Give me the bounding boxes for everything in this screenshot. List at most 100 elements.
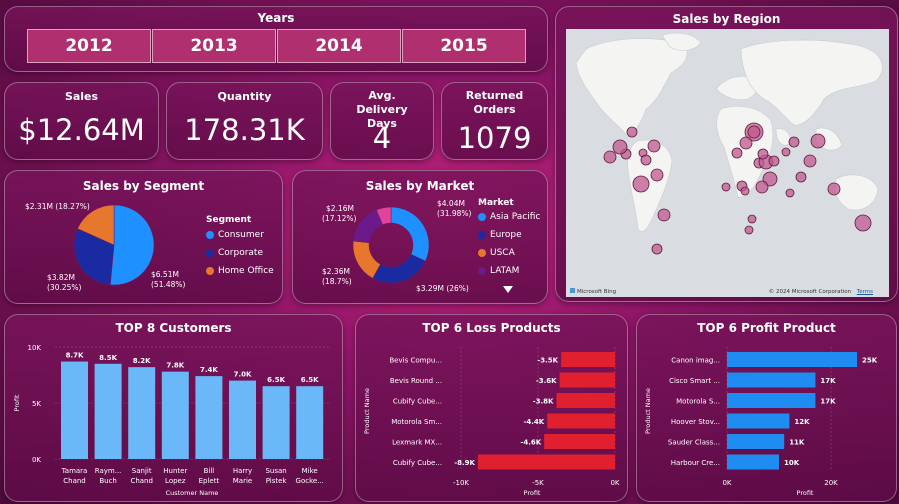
segment-label-corporate-pct: (30.25%) bbox=[47, 283, 82, 292]
customer-name2-2: Chand bbox=[130, 477, 153, 485]
usca-dot-icon bbox=[478, 249, 486, 257]
loss-bar-3 bbox=[547, 413, 615, 429]
profit-xlabel: Profit bbox=[797, 489, 814, 497]
kpi-delivery-value: 4 bbox=[372, 121, 392, 155]
latam-dot-icon bbox=[478, 267, 486, 275]
year-2015-button[interactable]: 2015 bbox=[402, 29, 526, 63]
loss-xlabel: Profit bbox=[524, 489, 541, 497]
year-2012-button[interactable]: 2012 bbox=[27, 29, 151, 63]
loss-name-3: Motorola Sm... bbox=[391, 418, 442, 426]
kpi-returned-value: 1079 bbox=[457, 121, 532, 155]
profit-bar-0 bbox=[727, 352, 857, 367]
customer-bar-7 bbox=[296, 386, 324, 459]
year-2014-button[interactable]: 2014 bbox=[277, 29, 401, 63]
customer-bar-3 bbox=[161, 371, 189, 459]
legend-europe[interactable]: Europe bbox=[478, 230, 522, 240]
customers-xlabel: Customer Name bbox=[166, 489, 219, 497]
market-label-asia-pacific: $4.04M bbox=[437, 199, 465, 208]
profit-bar-4 bbox=[727, 434, 785, 449]
kpi-delivery-card: Avg. Delivery Days 4 bbox=[330, 82, 434, 160]
customer-value-6: 6.5K bbox=[267, 376, 285, 384]
customer-value-4: 7.4K bbox=[200, 366, 218, 374]
bing-logo-icon bbox=[570, 288, 575, 293]
market-label-latam-pct: (17.12%) bbox=[322, 214, 357, 223]
loss-bar-2 bbox=[556, 393, 615, 408]
market-slice-4 bbox=[376, 206, 392, 226]
customer-value-2: 8.2K bbox=[133, 357, 151, 365]
kpi-sales-label: Sales bbox=[64, 90, 99, 103]
map-bubbles bbox=[603, 122, 872, 255]
map-attribution-right: © 2024 Microsoft Corporation Terms bbox=[769, 289, 873, 295]
segment-slice-1 bbox=[73, 228, 115, 286]
consumer-dot-icon bbox=[206, 231, 214, 239]
loss-name-4: Lexmark MX... bbox=[392, 439, 442, 447]
profit-bar-chart[interactable]: 0K 20K 25K Canon imag... 17K Cisco Smart ... 1… bbox=[637, 315, 898, 503]
kpi-quantity-card: Quantity 178.31K bbox=[166, 82, 323, 160]
kpi-sales-card: Sales $12.64M bbox=[4, 82, 159, 160]
profit-value-2: 17K bbox=[820, 398, 836, 406]
legend-corporate[interactable]: Corporate bbox=[206, 248, 263, 258]
legend-usca[interactable]: USCA bbox=[478, 248, 515, 258]
profit-name-4: Sauder Class... bbox=[668, 439, 720, 447]
years-title: Years bbox=[257, 11, 295, 25]
terms-link[interactable]: Terms bbox=[856, 289, 873, 295]
loss-xtick-2: 0K bbox=[610, 479, 619, 487]
profit-title: TOP 6 Profit Product bbox=[697, 321, 836, 335]
market-slice-0 bbox=[390, 206, 430, 262]
year-2013-button[interactable]: 2013 bbox=[152, 29, 276, 63]
market-slice-3 bbox=[352, 209, 383, 243]
profit-xtick-0: 0K bbox=[722, 479, 731, 487]
segment-pie-chart[interactable]: $6.51M(51.48%) $3.82M(30.25%) $2.31M (18.2… bbox=[5, 171, 284, 305]
profit-name-3: Hoover Stov... bbox=[671, 418, 720, 426]
loss-value-3: -4.4K bbox=[524, 418, 545, 426]
loss-name-2: Cubify Cube... bbox=[393, 398, 442, 406]
customers-ytick-1: 5K bbox=[32, 400, 41, 408]
customer-name1-7: Mike bbox=[302, 467, 318, 475]
kpi-delivery-label: Avg. Delivery Days bbox=[356, 89, 408, 130]
home-office-dot-icon bbox=[206, 267, 214, 275]
customer-name2-4: Eplett bbox=[199, 477, 220, 485]
legend-europe-label: Europe bbox=[490, 230, 522, 240]
customer-name1-5: Harry bbox=[233, 467, 252, 475]
customer-value-3: 7.8K bbox=[166, 362, 184, 370]
europe-dot-icon bbox=[478, 231, 486, 239]
profit-name-1: Cisco Smart ... bbox=[669, 377, 720, 385]
legend-latam[interactable]: LATAM bbox=[478, 266, 519, 276]
segment-label-home-office: $2.31M (18.27%) bbox=[25, 202, 90, 211]
market-donut-chart[interactable]: $4.04M(31.98%) $3.29M (26%) $2.36M(18.7%) $… bbox=[293, 171, 549, 305]
legend-asia-pacific[interactable]: Asia Pacific bbox=[478, 212, 540, 222]
legend-home-office[interactable]: Home Office bbox=[206, 266, 274, 276]
map-attribution-left: Microsoft Bing bbox=[570, 288, 616, 295]
customers-bar-chart[interactable]: 10K 5K 0K Profit 8.7K Tamara Chand 8.5K Raym... B… bbox=[5, 315, 344, 503]
kpi-quantity-label: Quantity bbox=[217, 90, 272, 103]
market-label-europe: $3.29M (26%) bbox=[416, 284, 469, 293]
kpi-sales-value: $12.64M bbox=[18, 113, 145, 147]
loss-xtick-1: -5K bbox=[532, 479, 544, 487]
customer-name2-6: Pistek bbox=[266, 477, 288, 485]
customer-name2-1: Buch bbox=[99, 477, 117, 485]
customer-name2-3: Lopez bbox=[165, 477, 186, 485]
profit-value-0: 25K bbox=[862, 357, 878, 365]
loss-bar-chart[interactable]: -10K -5K 0K -3.5K Bevis Compu... -3.6K Bevis R… bbox=[356, 315, 629, 503]
profit-ylabel: Product Name bbox=[644, 388, 652, 434]
legend-consumer[interactable]: Consumer bbox=[206, 230, 264, 240]
profit-bar-2 bbox=[727, 393, 816, 408]
market-slice-1 bbox=[372, 253, 426, 284]
legend-scroll-down-icon[interactable] bbox=[503, 286, 513, 293]
region-map[interactable]: Microsoft Bing © 2024 Microsoft Corporat… bbox=[566, 29, 889, 297]
years-slicer-card: Years 2012 2013 2014 2015 bbox=[4, 6, 548, 72]
loss-name-5: Cubify Cube... bbox=[393, 459, 442, 467]
loss-value-5: -8.9K bbox=[454, 459, 475, 467]
customer-name1-3: Hunter bbox=[163, 467, 187, 475]
loss-value-4: -4.6K bbox=[520, 439, 541, 447]
customer-name1-4: Bill bbox=[204, 467, 215, 475]
loss-ylabel: Product Name bbox=[363, 388, 371, 434]
customer-name2-5: Marie bbox=[233, 477, 252, 485]
sales-by-segment-card: Sales by Segment $6.51M (51.48%) $3.82M (30… bbox=[4, 170, 283, 304]
kpi-quantity-value: 178.31K bbox=[184, 113, 305, 147]
segment-title: Sales by Segment bbox=[82, 179, 205, 193]
legend-asia-pacific-label: Asia Pacific bbox=[490, 212, 541, 222]
profit-xtick-1: 20K bbox=[824, 479, 838, 487]
legend-corporate-label: Corporate bbox=[218, 248, 263, 258]
segment-legend-title: Segment bbox=[206, 215, 252, 225]
